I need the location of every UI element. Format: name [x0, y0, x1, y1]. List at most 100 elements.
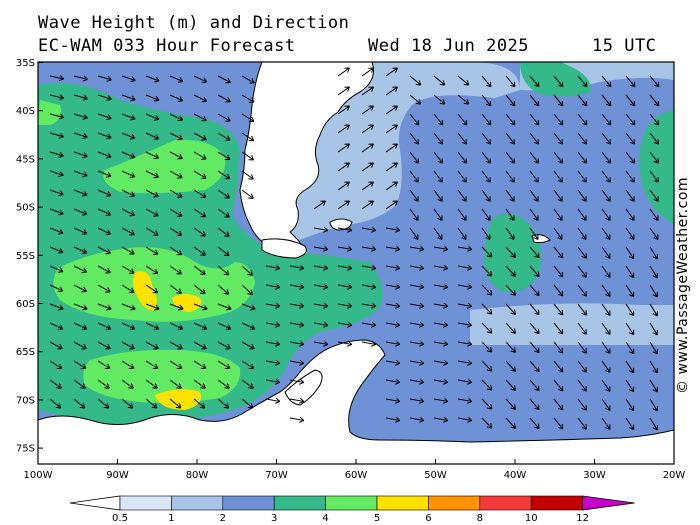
wave-arrow	[577, 94, 588, 107]
wave-arrow	[289, 340, 305, 347]
wave-arrow	[409, 416, 425, 423]
wave-arrow	[385, 264, 401, 271]
wave-arrow	[241, 284, 253, 295]
wave-arrow	[97, 75, 112, 82]
wave-arrow	[577, 341, 587, 354]
wave-arrow	[457, 189, 467, 202]
wave-arrow	[193, 322, 208, 331]
wave-arrow	[505, 284, 516, 296]
wave-arrow	[97, 284, 111, 293]
wave-arrow	[601, 189, 611, 202]
wave-arrow	[649, 151, 659, 164]
wave-arrow	[169, 379, 182, 389]
wave-arrow	[433, 75, 446, 86]
wave-arrow	[529, 94, 540, 107]
wave-arrow	[409, 302, 425, 309]
wave-arrow	[241, 322, 256, 331]
wave-arrow	[121, 284, 135, 293]
wave-arrow	[649, 341, 658, 355]
wave-arrow	[649, 189, 659, 202]
wave-arrow	[625, 417, 635, 431]
wave-arrow	[649, 265, 658, 279]
wave-arrow	[625, 227, 635, 240]
wave-arrow	[145, 227, 159, 236]
wave-arrow	[193, 246, 206, 256]
wave-arrow	[241, 94, 255, 103]
wave-arrow	[313, 302, 329, 309]
wave-arrow	[409, 245, 425, 252]
wave-arrow	[121, 170, 136, 178]
wave-arrow	[361, 67, 374, 77]
wave-arrow	[169, 227, 183, 237]
wave-arrow	[481, 246, 493, 258]
wave-arrow	[313, 321, 329, 328]
wave-arrow	[457, 340, 473, 347]
legend-tick-label: 12	[576, 513, 589, 524]
wave-zone-4m-band	[53, 247, 255, 322]
legend-tick-label: 6	[425, 513, 431, 524]
wave-arrow	[481, 132, 492, 145]
legend-tick-label: 1	[168, 513, 174, 524]
wave-arrow	[649, 398, 658, 412]
wave-direction-arrows	[49, 67, 660, 431]
wave-arrow	[601, 208, 611, 221]
wave-arrow	[313, 340, 329, 347]
wave-arrow	[529, 398, 540, 411]
wave-arrow	[121, 322, 136, 331]
wave-arrow	[121, 132, 136, 140]
wave-arrow	[385, 378, 401, 385]
wave-arrow	[361, 124, 374, 134]
wave-arrow	[433, 378, 449, 385]
wave-arrow	[481, 75, 492, 88]
wave-arrow	[625, 113, 636, 126]
wave-arrow	[145, 189, 159, 198]
wave-arrow	[49, 113, 64, 120]
wave-arrow	[601, 132, 612, 145]
wave-arrow	[625, 75, 636, 88]
wave-arrow	[529, 151, 539, 164]
wave-arrow	[505, 75, 516, 88]
wave-arrow	[145, 398, 158, 409]
land-tierra-del-fuego	[261, 238, 307, 259]
wave-arrow	[289, 283, 305, 290]
lat-label: 75S	[16, 444, 35, 455]
wave-arrow	[241, 132, 255, 142]
wave-arrow	[73, 113, 88, 120]
wave-arrow	[529, 322, 540, 335]
wave-arrow	[553, 113, 564, 126]
wave-arrow	[457, 264, 473, 271]
wave-arrow	[121, 341, 135, 350]
forecast-label: EC-WAM 033 Hour Forecast	[38, 36, 296, 56]
lon-label: 100W	[24, 470, 53, 481]
wave-arrow	[73, 151, 88, 159]
wave-arrow	[649, 227, 659, 240]
wave-arrow	[433, 151, 443, 164]
wave-arrow	[625, 189, 635, 202]
legend-swatch	[376, 495, 429, 511]
wave-arrow	[433, 302, 449, 309]
wave-arrow	[649, 284, 658, 298]
wave-arrow	[313, 245, 329, 252]
wave-arrow	[169, 94, 184, 102]
wave-arrow	[145, 341, 159, 350]
wave-arrow	[433, 359, 449, 366]
wave-arrow	[481, 170, 491, 183]
wave-arrow	[457, 416, 473, 423]
wave-arrow	[193, 341, 207, 350]
wave-arrow	[97, 170, 112, 178]
wave-arrow	[265, 283, 281, 290]
wave-arrow	[385, 105, 398, 115]
wave-arrow	[385, 143, 398, 153]
wave-arrow	[337, 283, 353, 290]
wave-arrow	[217, 189, 230, 199]
wave-arrow	[361, 226, 377, 233]
wave-arrow	[241, 360, 255, 369]
wave-arrow	[601, 341, 611, 354]
wave-arrow	[241, 75, 255, 84]
wave-arrow	[73, 303, 88, 311]
wave-arrow	[193, 379, 206, 389]
wave-arrow	[601, 94, 612, 107]
wave-arrow	[361, 162, 374, 172]
wave-arrow	[121, 379, 134, 389]
wave-arrow	[481, 151, 491, 164]
